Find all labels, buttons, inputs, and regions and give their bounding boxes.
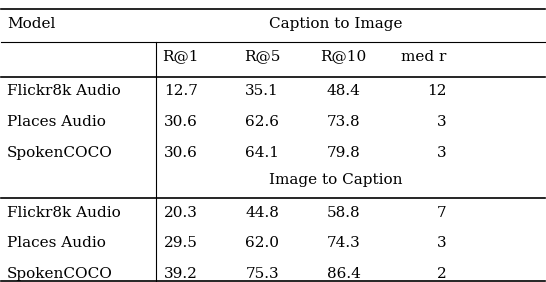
Text: 30.6: 30.6: [164, 115, 198, 129]
Text: 62.6: 62.6: [245, 115, 279, 129]
Text: 3: 3: [437, 146, 447, 160]
Text: 73.8: 73.8: [327, 115, 360, 129]
Text: 48.4: 48.4: [327, 85, 360, 98]
Text: 62.0: 62.0: [245, 237, 279, 250]
Text: Model: Model: [7, 17, 55, 31]
Text: med r: med r: [401, 50, 447, 63]
Text: 29.5: 29.5: [164, 237, 198, 250]
Text: R@1: R@1: [162, 50, 199, 63]
Text: 35.1: 35.1: [245, 85, 279, 98]
Text: 12: 12: [428, 85, 447, 98]
Text: Places Audio: Places Audio: [7, 237, 106, 250]
Text: 86.4: 86.4: [327, 267, 360, 281]
Text: R@10: R@10: [321, 50, 367, 63]
Text: 2: 2: [437, 267, 447, 281]
Text: Flickr8k Audio: Flickr8k Audio: [7, 85, 121, 98]
Text: R@5: R@5: [244, 50, 280, 63]
Text: 3: 3: [437, 115, 447, 129]
Text: Image to Caption: Image to Caption: [269, 173, 402, 187]
Text: 30.6: 30.6: [164, 146, 198, 160]
Text: SpokenCOCO: SpokenCOCO: [7, 146, 112, 160]
Text: 39.2: 39.2: [164, 267, 198, 281]
Text: 64.1: 64.1: [245, 146, 279, 160]
Text: 79.8: 79.8: [327, 146, 360, 160]
Text: SpokenCOCO: SpokenCOCO: [7, 267, 112, 281]
Text: Places Audio: Places Audio: [7, 115, 106, 129]
Text: 75.3: 75.3: [245, 267, 279, 281]
Text: 12.7: 12.7: [164, 85, 198, 98]
Text: 44.8: 44.8: [245, 206, 279, 219]
Text: 3: 3: [437, 237, 447, 250]
Text: 20.3: 20.3: [164, 206, 198, 219]
Text: Caption to Image: Caption to Image: [269, 17, 402, 31]
Text: 7: 7: [437, 206, 447, 219]
Text: 74.3: 74.3: [327, 237, 360, 250]
Text: Flickr8k Audio: Flickr8k Audio: [7, 206, 121, 219]
Text: 58.8: 58.8: [327, 206, 360, 219]
